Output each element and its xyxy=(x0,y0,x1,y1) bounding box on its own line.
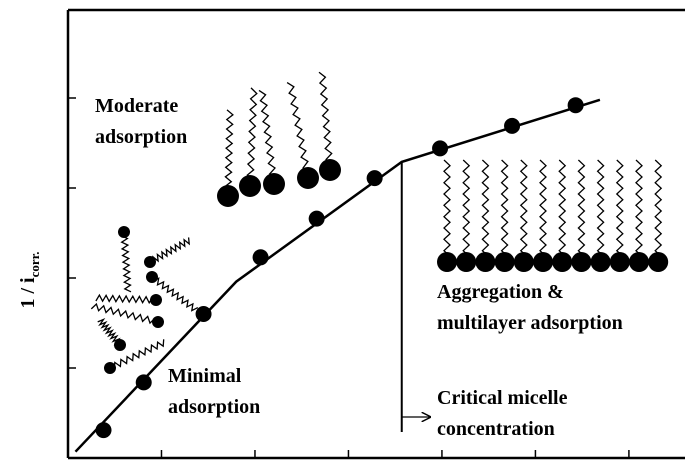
head xyxy=(533,252,553,272)
tail xyxy=(596,159,605,263)
head xyxy=(118,226,130,238)
head xyxy=(437,252,457,272)
head xyxy=(475,252,496,272)
y-label-main: 1 / i xyxy=(17,277,39,309)
tail xyxy=(481,159,490,263)
data-point xyxy=(432,140,449,157)
head xyxy=(571,252,592,272)
tail xyxy=(519,159,528,263)
tail xyxy=(577,159,586,263)
head xyxy=(150,294,162,306)
annotation: Critical micelle xyxy=(437,387,568,409)
annotation: Moderate xyxy=(95,95,178,117)
tail xyxy=(95,293,157,305)
head xyxy=(590,252,611,272)
head xyxy=(263,173,285,195)
head xyxy=(319,159,341,181)
annotation: adsorption xyxy=(95,126,187,148)
head xyxy=(648,252,669,272)
tail xyxy=(224,109,234,197)
head xyxy=(114,339,126,351)
tail xyxy=(443,159,451,263)
data-point xyxy=(95,422,112,439)
head xyxy=(144,256,156,268)
tail xyxy=(539,159,547,263)
tail xyxy=(615,159,624,263)
head xyxy=(456,252,477,272)
tail xyxy=(635,159,643,263)
annotation: Minimal xyxy=(168,365,242,387)
head xyxy=(239,175,261,197)
head xyxy=(146,271,158,283)
head xyxy=(297,167,319,189)
y-label-sub: corr. xyxy=(27,252,42,278)
tail xyxy=(258,89,278,185)
data-point xyxy=(252,249,269,266)
head xyxy=(494,252,515,272)
tail xyxy=(109,339,165,371)
data-point xyxy=(135,374,152,391)
tail xyxy=(654,159,663,263)
data-point xyxy=(195,306,212,322)
y-axis-label: 1 / icorr. xyxy=(17,252,42,309)
tail xyxy=(500,159,509,263)
data-point xyxy=(366,170,383,187)
surfactant-molecules xyxy=(90,71,669,374)
tail xyxy=(97,318,123,346)
data-point xyxy=(308,210,325,227)
annotation: concentration xyxy=(437,418,555,440)
head xyxy=(552,252,573,272)
annotation: multilayer adsorption xyxy=(437,312,623,334)
head xyxy=(152,316,164,328)
tail xyxy=(120,231,132,293)
tail xyxy=(286,82,311,179)
tail xyxy=(318,71,334,171)
annotation: adsorption xyxy=(168,396,260,418)
tail xyxy=(149,237,190,265)
head xyxy=(609,252,630,272)
tail xyxy=(462,159,471,263)
head xyxy=(104,362,116,374)
tail xyxy=(90,302,159,325)
data-point xyxy=(567,97,584,114)
head xyxy=(513,252,534,272)
tail xyxy=(558,159,567,263)
annotation: Aggregation & xyxy=(437,281,564,303)
tail xyxy=(246,87,258,187)
head xyxy=(217,185,239,207)
data-point xyxy=(504,117,521,134)
head xyxy=(629,252,649,272)
tail xyxy=(151,276,199,312)
